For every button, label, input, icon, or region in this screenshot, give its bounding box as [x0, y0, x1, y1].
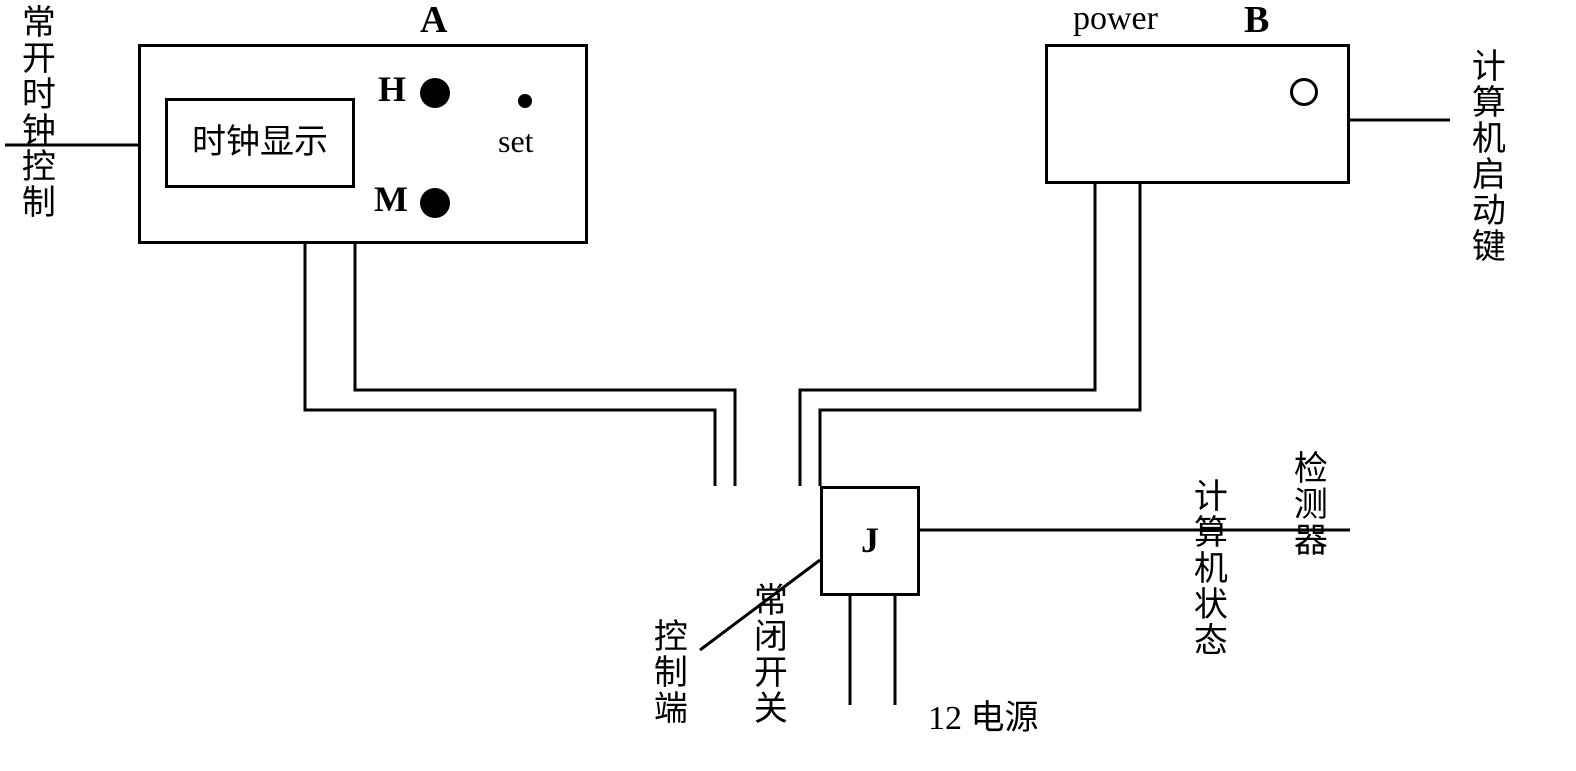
power-indicator-icon — [1290, 78, 1318, 106]
set-label: set — [498, 124, 534, 159]
computer-status-label: 计算机状态 — [1188, 478, 1225, 658]
computer-start-key-label: 计算机启动键 — [1466, 48, 1503, 264]
m-button-icon — [420, 188, 450, 218]
module-b-box — [1045, 44, 1350, 184]
module-j-box: J — [820, 486, 920, 596]
h-label: H — [378, 70, 406, 110]
control-terminal-label: 控制端 — [648, 618, 685, 726]
module-b-title: B — [1244, 0, 1269, 42]
detector-label: 检测器 — [1288, 450, 1325, 558]
m-label: M — [374, 180, 408, 220]
power-supply-label: 12 电源 — [928, 700, 1039, 737]
module-j-title: J — [861, 521, 879, 561]
clock-control-label: 常开时钟控制 — [16, 4, 53, 220]
module-a-title: A — [420, 0, 447, 42]
module-a-display-box: 时钟显示 — [165, 98, 355, 188]
h-button-icon — [420, 78, 450, 108]
nc-switch-label: 常闭开关 — [748, 582, 785, 726]
clock-display-label: 时钟显示 — [192, 124, 328, 161]
set-button-icon — [518, 94, 532, 108]
power-label: power — [1073, 0, 1158, 37]
